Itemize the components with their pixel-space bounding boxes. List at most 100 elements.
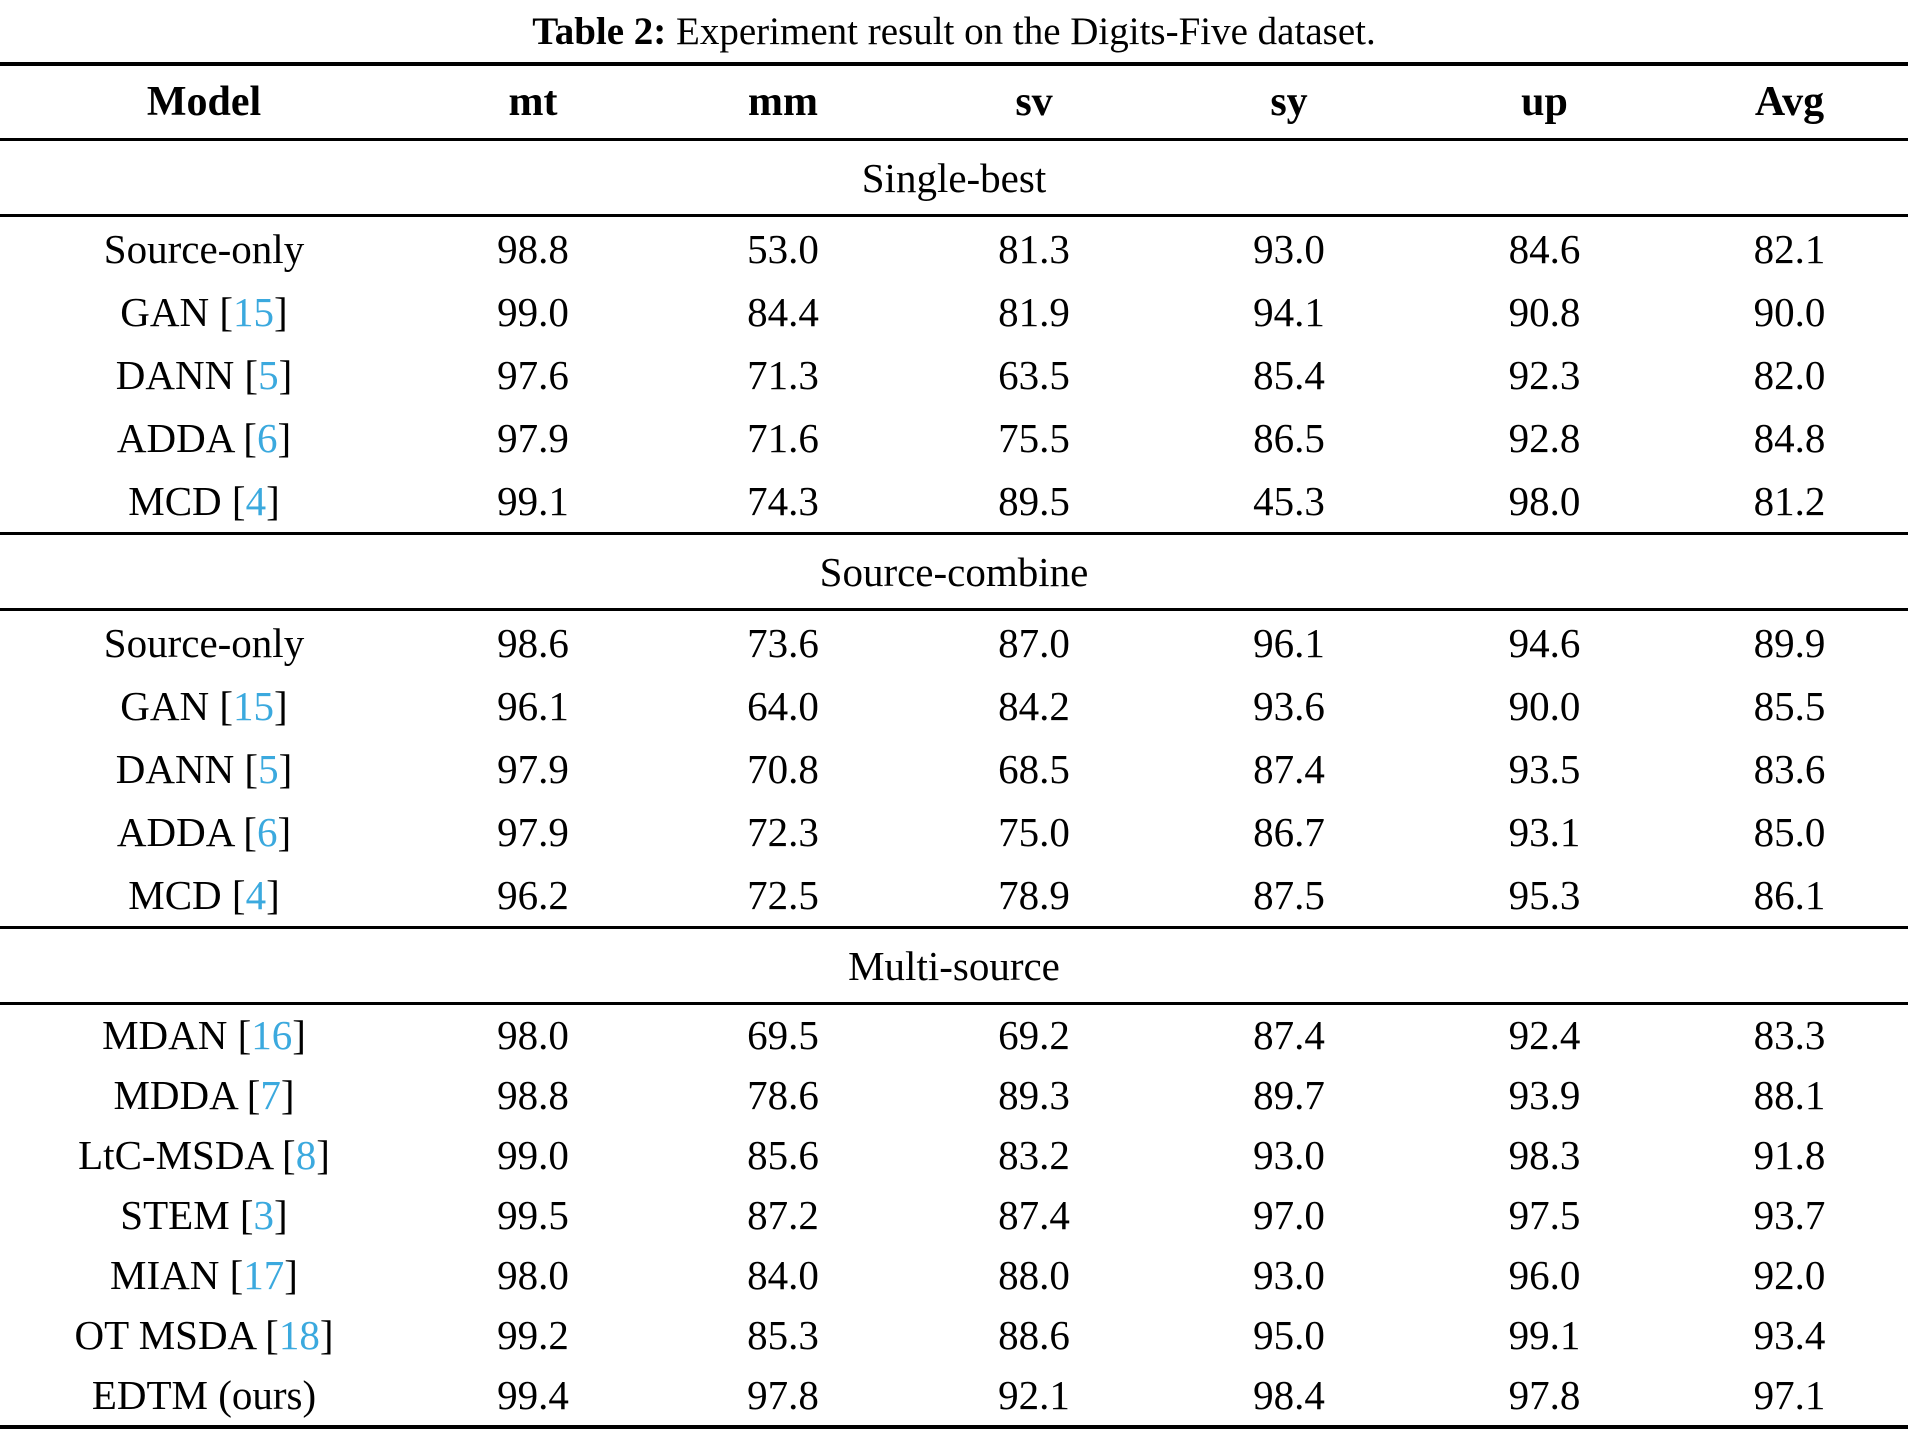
citation-bracket: ] xyxy=(319,1312,334,1358)
column-header-mt: mt xyxy=(508,79,558,125)
section-multi-source: MDAN [16] 98.0 69.5 69.2 87.4 92.4 83.3 … xyxy=(0,1005,1908,1425)
value-cell-up: 94.6 xyxy=(1508,619,1581,666)
citation-link[interactable]: 4 xyxy=(245,871,267,918)
value-cell-avg: 85.5 xyxy=(1753,682,1826,729)
citation-bracket: ] xyxy=(316,1132,330,1178)
table-row: DANN [5] 97.9 70.8 68.5 87.4 93.5 83.6 xyxy=(0,737,1908,800)
section-source-combine: Source-only 98.6 73.6 87.0 96.1 94.6 89.… xyxy=(0,611,1908,926)
value-cell-avg: 83.6 xyxy=(1753,745,1826,792)
model-cell: OT MSDA [18] xyxy=(0,1305,408,1365)
value-cell-sv: 84.2 xyxy=(998,682,1070,729)
value-cell-avg: 86.1 xyxy=(1753,871,1826,918)
citation-link[interactable]: 15 xyxy=(233,682,275,729)
citation-bracket: ] xyxy=(278,745,293,792)
value-cell-avg: 90.0 xyxy=(1753,288,1826,335)
value-cell-mm: 97.8 xyxy=(747,1372,819,1418)
model-name: DANN [ xyxy=(115,351,259,398)
model-cell: MCD [4] xyxy=(0,863,408,926)
citation-link[interactable]: 17 xyxy=(243,1252,285,1298)
table-row: EDTM (ours) 99.4 97.8 92.1 98.4 97.8 97.… xyxy=(0,1365,1908,1425)
value-cell-mt: 98.6 xyxy=(497,619,569,666)
citation-link[interactable]: 6 xyxy=(256,414,278,461)
value-cell-mt: 99.4 xyxy=(497,1372,569,1418)
model-cell: EDTM (ours) xyxy=(0,1365,408,1425)
value-cell-sv: 69.2 xyxy=(998,1012,1070,1058)
model-name: GAN [ xyxy=(120,288,234,335)
model-cell: Source-only xyxy=(0,611,408,674)
value-cell-mm: 85.3 xyxy=(747,1312,819,1358)
table-row: GAN [15] 96.1 64.0 84.2 93.6 90.0 85.5 xyxy=(0,674,1908,737)
citation-link[interactable]: 3 xyxy=(253,1192,275,1238)
model-cell: ADDA [6] xyxy=(0,406,408,469)
value-cell-sy: 98.4 xyxy=(1253,1372,1325,1418)
value-cell-sy: 86.7 xyxy=(1253,808,1325,855)
value-cell-mt: 99.0 xyxy=(497,288,569,335)
model-cell: ADDA [6] xyxy=(0,800,408,863)
model-name: MCD [ xyxy=(128,477,246,524)
value-cell-sy: 93.6 xyxy=(1253,682,1325,729)
table-row: ADDA [6] 97.9 72.3 75.0 86.7 93.1 85.0 xyxy=(0,800,1908,863)
model-name: Source-only xyxy=(103,225,305,272)
value-cell-up: 97.8 xyxy=(1508,1372,1581,1418)
value-cell-mm: 71.6 xyxy=(747,414,819,461)
value-cell-up: 93.1 xyxy=(1508,808,1581,855)
value-cell-sy: 86.5 xyxy=(1253,414,1325,461)
section-header-source-combine: Source-combine xyxy=(819,548,1089,595)
value-cell-sv: 89.5 xyxy=(998,477,1070,524)
citation-link[interactable]: 7 xyxy=(260,1072,281,1118)
value-cell-up: 84.6 xyxy=(1508,225,1581,272)
model-name: DANN [ xyxy=(115,745,259,792)
value-cell-mt: 96.2 xyxy=(497,871,569,918)
value-cell-mm: 53.0 xyxy=(747,225,819,272)
value-cell-sv: 89.3 xyxy=(998,1072,1070,1118)
column-header-model: Model xyxy=(146,79,262,125)
value-cell-sy: 87.4 xyxy=(1253,745,1325,792)
citation-link[interactable]: 6 xyxy=(256,808,278,855)
value-cell-sy: 93.0 xyxy=(1253,225,1325,272)
citation-link[interactable]: 15 xyxy=(233,288,275,335)
value-cell-mt: 99.2 xyxy=(497,1312,569,1358)
value-cell-sv: 81.3 xyxy=(998,225,1070,272)
value-cell-up: 95.3 xyxy=(1508,871,1581,918)
column-header-sv: sv xyxy=(1015,79,1053,125)
model-name: Source-only xyxy=(103,619,305,666)
citation-link[interactable]: 5 xyxy=(258,351,279,398)
value-cell-up: 92.4 xyxy=(1508,1012,1581,1058)
citation-link[interactable]: 4 xyxy=(245,477,267,524)
value-cell-up: 96.0 xyxy=(1508,1252,1581,1298)
citation-bracket: ] xyxy=(277,414,292,461)
table-row: MDDA [7] 98.8 78.6 89.3 89.7 93.9 88.1 xyxy=(0,1065,1908,1125)
value-cell-up: 92.3 xyxy=(1508,351,1581,398)
column-header-avg: Avg xyxy=(1754,79,1825,125)
value-cell-mt: 97.6 xyxy=(497,351,569,398)
value-cell-mt: 98.8 xyxy=(497,1072,569,1118)
horizontal-rule-top xyxy=(0,62,1908,66)
value-cell-sv: 92.1 xyxy=(998,1372,1070,1418)
value-cell-sv: 81.9 xyxy=(998,288,1070,335)
value-cell-sy: 96.1 xyxy=(1253,619,1325,666)
table-row: GAN [15] 99.0 84.4 81.9 94.1 90.8 90.0 xyxy=(0,280,1908,343)
horizontal-rule xyxy=(0,532,1908,535)
value-cell-mm: 71.3 xyxy=(747,351,819,398)
value-cell-up: 90.0 xyxy=(1508,682,1581,729)
value-cell-sv: 75.5 xyxy=(998,414,1070,461)
value-cell-sy: 87.5 xyxy=(1253,871,1325,918)
value-cell-sv: 75.0 xyxy=(998,808,1070,855)
value-cell-up: 93.5 xyxy=(1508,745,1581,792)
citation-link[interactable]: 18 xyxy=(278,1312,320,1358)
horizontal-rule xyxy=(0,138,1908,141)
value-cell-sv: 88.6 xyxy=(998,1312,1070,1358)
value-cell-avg: 92.0 xyxy=(1753,1252,1826,1298)
model-cell: LtC-MSDA [8] xyxy=(0,1125,408,1185)
citation-link[interactable]: 8 xyxy=(295,1132,317,1178)
citation-bracket: ] xyxy=(292,1012,306,1058)
citation-bracket: ] xyxy=(274,682,288,729)
value-cell-mt: 97.9 xyxy=(497,745,569,792)
citation-link[interactable]: 16 xyxy=(251,1012,293,1058)
value-cell-mt: 96.1 xyxy=(497,682,569,729)
value-cell-mm: 70.8 xyxy=(747,745,819,792)
value-cell-sy: 94.1 xyxy=(1253,288,1325,335)
value-cell-sv: 88.0 xyxy=(998,1252,1070,1298)
section-header-single-best: Single-best xyxy=(861,154,1047,201)
citation-link[interactable]: 5 xyxy=(258,745,279,792)
